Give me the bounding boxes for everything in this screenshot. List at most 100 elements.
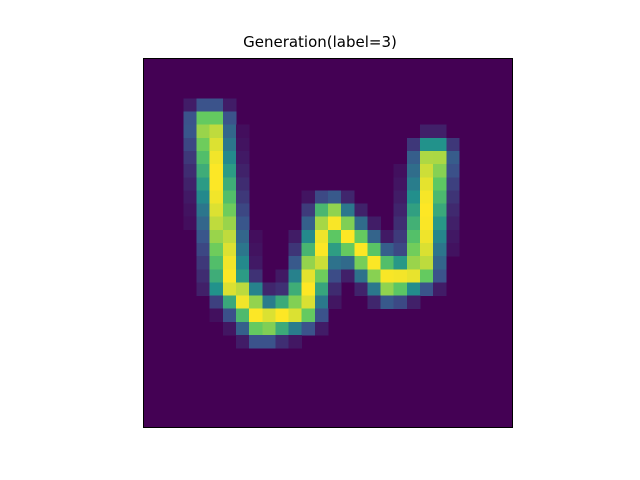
heatmap-cell <box>210 256 223 269</box>
heatmap-cell <box>197 138 210 151</box>
heatmap-cell <box>289 243 302 256</box>
heatmap-cell <box>420 151 433 164</box>
heatmap-cell <box>302 322 315 335</box>
heatmap-cell <box>433 138 446 151</box>
heatmap-cell <box>420 282 433 295</box>
heatmap-cell <box>223 269 236 282</box>
heatmap-cell <box>420 217 433 230</box>
heatmap-cell <box>249 309 262 322</box>
heatmap-cell <box>394 296 407 309</box>
heatmap-cell <box>407 151 420 164</box>
heatmap-cell <box>223 112 236 125</box>
heatmap-cell <box>407 190 420 203</box>
heatmap-cell <box>341 217 354 230</box>
heatmap-cell <box>210 98 223 111</box>
heatmap-cell <box>236 322 249 335</box>
heatmap-cell <box>210 177 223 190</box>
heatmap-cell <box>407 282 420 295</box>
heatmap-cell <box>236 138 249 151</box>
heatmap-cell <box>394 190 407 203</box>
heatmap-cell <box>236 309 249 322</box>
heatmap-cell <box>289 296 302 309</box>
heatmap-cell <box>302 309 315 322</box>
heatmap-cell <box>367 256 380 269</box>
heatmap-cell <box>197 230 210 243</box>
heatmap-cell <box>236 269 249 282</box>
heatmap-cell <box>354 269 367 282</box>
heatmap-cell <box>210 204 223 217</box>
heatmap-cell <box>381 296 394 309</box>
heatmap-cell <box>341 256 354 269</box>
heatmap-cell <box>315 217 328 230</box>
heatmap-cell <box>367 269 380 282</box>
heatmap-cell <box>407 269 420 282</box>
heatmap-cell <box>223 296 236 309</box>
heatmap-cell <box>223 309 236 322</box>
heatmap-cell <box>420 177 433 190</box>
heatmap-cell <box>302 204 315 217</box>
heatmap-cell <box>183 190 196 203</box>
heatmap-cell <box>328 269 341 282</box>
heatmap-cell <box>210 151 223 164</box>
generated-image-heatmap <box>144 59 512 427</box>
heatmap-cell <box>289 309 302 322</box>
heatmap-cell <box>354 243 367 256</box>
heatmap-cell <box>420 230 433 243</box>
heatmap-cell <box>354 217 367 230</box>
heatmap-cell <box>183 151 196 164</box>
heatmap-cell <box>275 269 288 282</box>
heatmap-cell <box>302 217 315 230</box>
heatmap-cell <box>183 125 196 138</box>
heatmap-cell <box>236 125 249 138</box>
heatmap-cell <box>197 269 210 282</box>
heatmap-cell <box>394 243 407 256</box>
heatmap-cell <box>407 243 420 256</box>
heatmap-cell <box>197 204 210 217</box>
heatmap-cell <box>275 335 288 348</box>
heatmap-cell <box>407 177 420 190</box>
heatmap-cell <box>262 335 275 348</box>
heatmap-cell <box>407 204 420 217</box>
heatmap-cell <box>315 322 328 335</box>
heatmap-cell <box>262 282 275 295</box>
heatmap-cell <box>446 177 459 190</box>
heatmap-cell <box>236 296 249 309</box>
heatmap-cell <box>197 151 210 164</box>
heatmap-cell <box>446 164 459 177</box>
heatmap-cell <box>236 151 249 164</box>
heatmap-cell <box>249 335 262 348</box>
heatmap-cell <box>367 217 380 230</box>
heatmap-cell <box>236 164 249 177</box>
heatmap-cell <box>315 204 328 217</box>
heatmap-cell <box>197 243 210 256</box>
heatmap-cell <box>197 190 210 203</box>
heatmap-cell <box>315 269 328 282</box>
heatmap-cell <box>433 125 446 138</box>
heatmap-cell <box>433 243 446 256</box>
heatmap-cell <box>367 230 380 243</box>
heatmap-cell <box>197 125 210 138</box>
heatmap-cell <box>394 230 407 243</box>
heatmap-cell <box>249 269 262 282</box>
heatmap-cell <box>289 230 302 243</box>
heatmap-cell <box>420 256 433 269</box>
heatmap-cell <box>223 125 236 138</box>
heatmap-cell <box>197 217 210 230</box>
heatmap-cell <box>420 190 433 203</box>
heatmap-cell <box>210 125 223 138</box>
heatmap-cell <box>407 256 420 269</box>
heatmap-cell <box>197 177 210 190</box>
heatmap-cell <box>381 282 394 295</box>
heatmap-cell <box>381 256 394 269</box>
heatmap-cell <box>236 177 249 190</box>
heatmap-cell <box>328 243 341 256</box>
heatmap-cell <box>183 204 196 217</box>
heatmap-cell <box>275 282 288 295</box>
heatmap-cell <box>236 217 249 230</box>
heatmap-cell <box>223 98 236 111</box>
heatmap-cell <box>394 217 407 230</box>
heatmap-cell <box>315 256 328 269</box>
heatmap-cell <box>433 204 446 217</box>
heatmap-cell <box>302 282 315 295</box>
heatmap-cell <box>433 256 446 269</box>
